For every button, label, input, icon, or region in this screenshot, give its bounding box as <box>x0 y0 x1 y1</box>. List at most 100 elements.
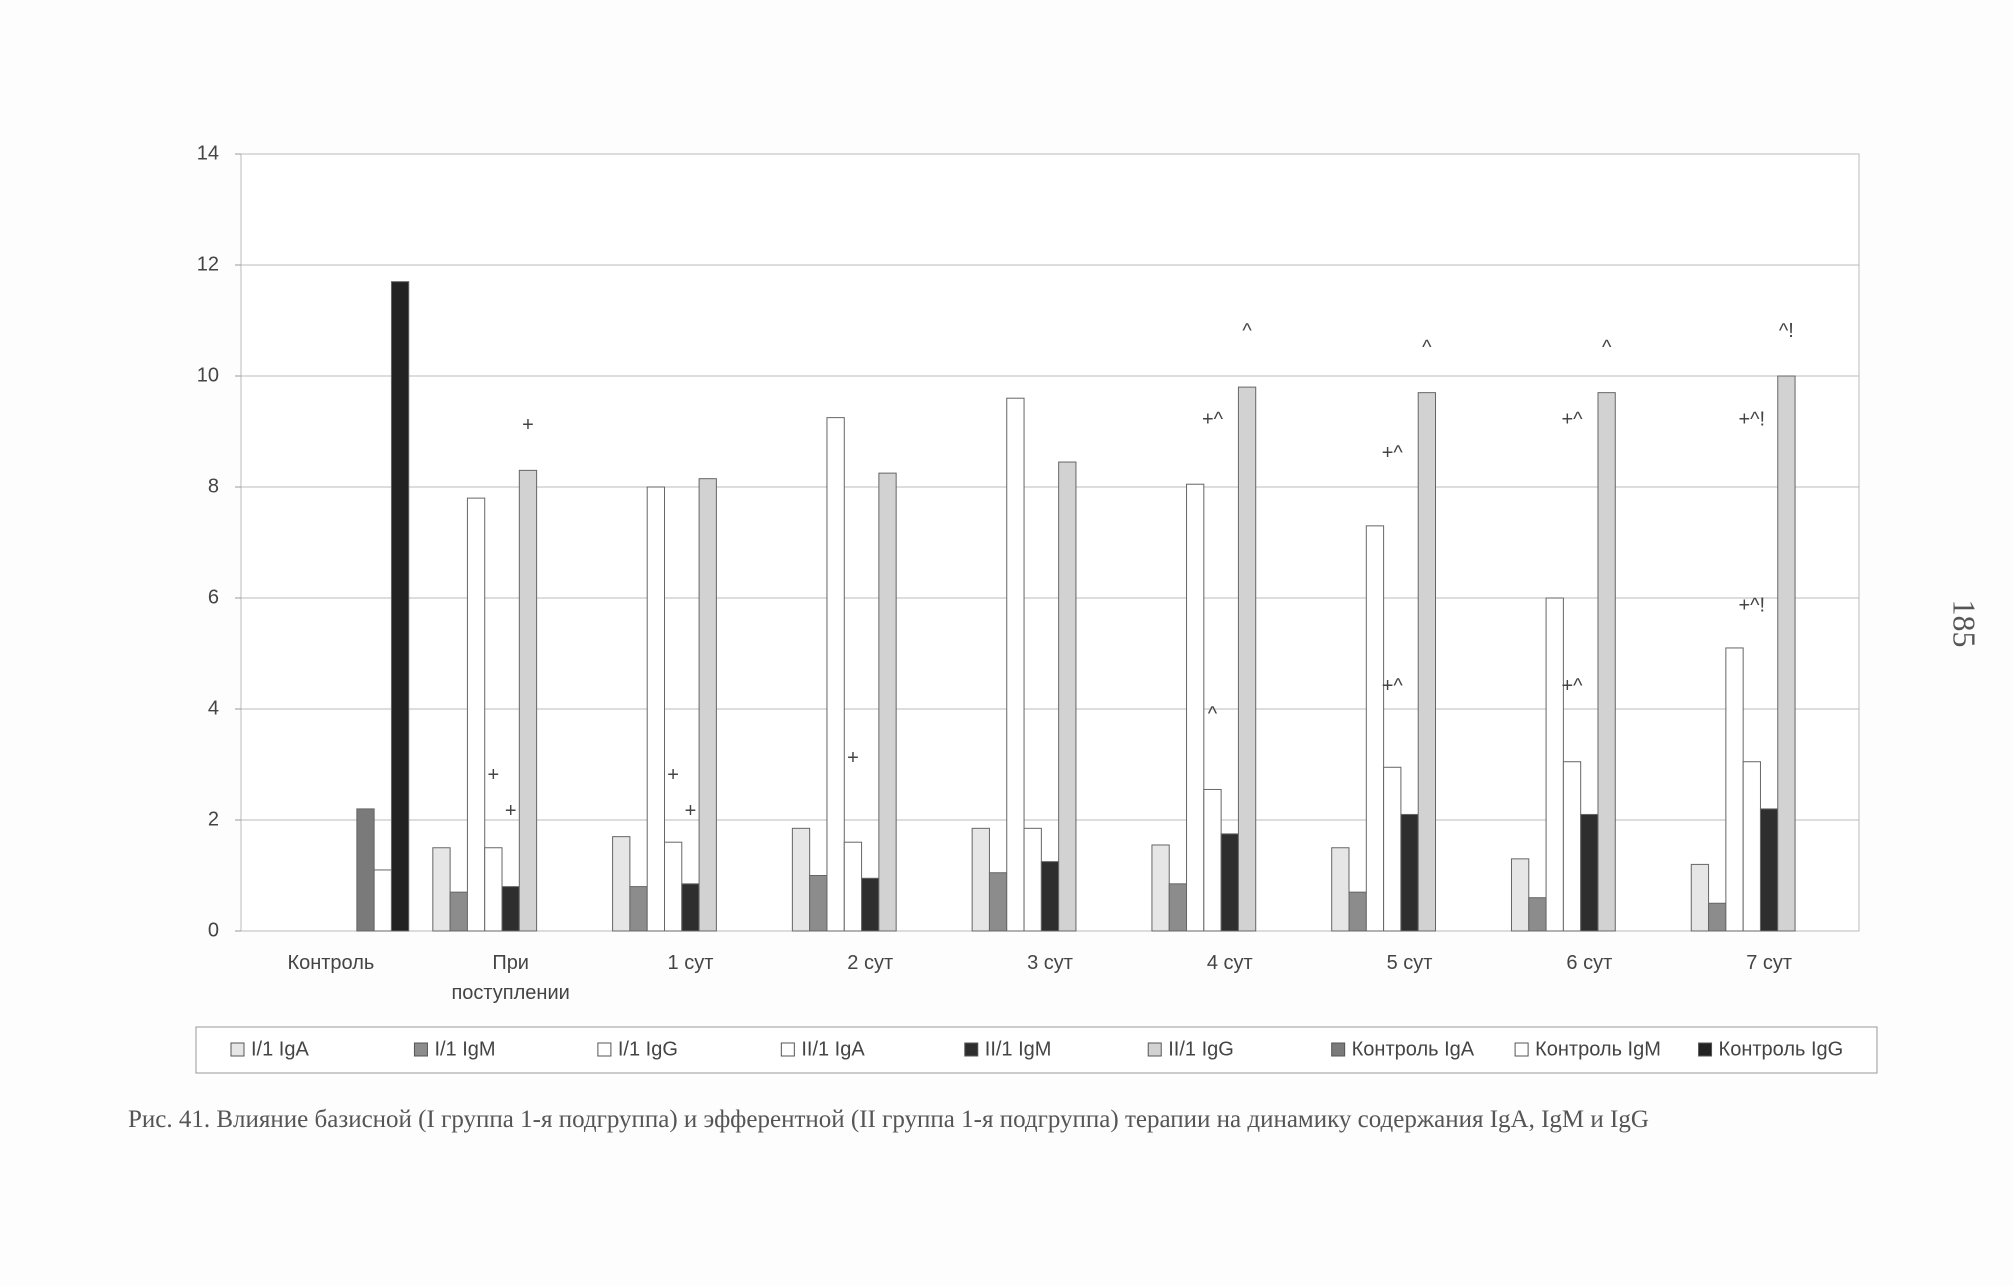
bar <box>1510 858 1530 932</box>
bar <box>1708 902 1727 932</box>
bar <box>681 883 700 932</box>
bar <box>1040 861 1060 932</box>
y-tick-label: 2 <box>208 808 219 830</box>
bar <box>1006 397 1025 932</box>
bar <box>1203 788 1222 932</box>
annotation: +^ <box>1561 675 1583 697</box>
y-tick-label: 8 <box>208 475 219 497</box>
bar <box>629 886 648 932</box>
bar <box>1562 761 1582 932</box>
bar <box>1725 647 1744 932</box>
annotation: + <box>847 747 859 769</box>
bar <box>646 486 665 932</box>
bar <box>1690 863 1710 932</box>
annotation: + <box>685 800 697 822</box>
y-tick-label: 4 <box>208 697 219 719</box>
legend-swatch <box>413 1042 428 1057</box>
legend-label: I/1 IgA <box>251 1038 309 1060</box>
bar <box>826 417 845 932</box>
bar <box>1580 813 1599 932</box>
bar <box>1365 525 1385 932</box>
bar <box>1400 813 1419 932</box>
bar <box>861 877 880 932</box>
legend-label: Контроль IgM <box>1535 1038 1661 1060</box>
x-tick-label: 6 сут <box>1566 952 1613 974</box>
bar <box>809 875 828 932</box>
annotation: ^! <box>1779 320 1794 342</box>
bar <box>698 478 717 932</box>
y-tick-label: 0 <box>208 919 219 941</box>
legend-swatch <box>230 1042 245 1057</box>
bar <box>663 841 683 932</box>
annotation: + <box>522 414 534 436</box>
annotation: +^ <box>1382 675 1404 697</box>
bar <box>1348 891 1367 932</box>
legend-swatch <box>1698 1042 1713 1057</box>
y-tick-label: 12 <box>197 253 219 275</box>
x-tick-label: Контроль <box>287 952 375 974</box>
legend-box <box>195 1026 1878 1074</box>
legend-label: II/1 IgG <box>1168 1038 1234 1060</box>
bar <box>1528 897 1547 932</box>
annotation: + <box>505 800 517 822</box>
legend-label: II/1 IgM <box>985 1038 1052 1060</box>
bar <box>1597 392 1616 932</box>
y-tick-label: 6 <box>208 586 219 608</box>
y-tick-label: 10 <box>197 364 219 386</box>
legend-label: Контроль IgA <box>1352 1038 1475 1060</box>
legend-label: II/1 IgA <box>801 1038 865 1060</box>
annotation: +^ <box>1561 409 1583 431</box>
bar <box>1058 461 1077 932</box>
legend-swatch <box>1331 1042 1346 1057</box>
bar <box>1777 375 1796 932</box>
bar <box>1186 483 1205 932</box>
annotation: ^ <box>1602 337 1612 359</box>
annotation: ^ <box>1242 320 1252 342</box>
bar <box>1237 386 1257 932</box>
x-tick-label: 1 сут <box>667 952 714 974</box>
annotation: ^ <box>1422 337 1432 359</box>
y-tick-label: 14 <box>197 142 219 164</box>
bar <box>390 281 410 932</box>
legend-swatch <box>597 1042 612 1057</box>
bar <box>1383 766 1402 932</box>
bar <box>466 497 486 932</box>
bar <box>1023 827 1042 932</box>
bar <box>791 827 811 932</box>
page-number: 185 <box>1946 599 1983 648</box>
legend-swatch <box>964 1042 979 1057</box>
annotation: +^! <box>1738 595 1765 617</box>
bar <box>1417 392 1437 932</box>
x-tick-label: При поступлении <box>451 952 570 1004</box>
annotation: + <box>488 764 500 786</box>
bar <box>1545 597 1564 932</box>
legend-label: Контроль IgG <box>1719 1038 1844 1060</box>
bar <box>988 872 1008 932</box>
legend-swatch <box>1147 1042 1162 1057</box>
annotation: ^ <box>1208 703 1218 725</box>
bar <box>432 847 451 932</box>
bar <box>1220 833 1239 932</box>
caption: Рис. 41. Влияние базисной (I группа 1-я … <box>128 1106 1649 1133</box>
legend-label: I/1 IgM <box>434 1038 495 1060</box>
bar <box>449 891 468 932</box>
annotation: +^ <box>1202 409 1224 431</box>
annotation: +^ <box>1382 442 1404 464</box>
x-tick-label: 2 сут <box>847 952 894 974</box>
x-tick-label: 3 сут <box>1027 952 1073 974</box>
x-tick-label: 7 сут <box>1746 952 1793 974</box>
annotation: + <box>667 764 679 786</box>
legend-swatch <box>780 1042 795 1057</box>
bar <box>1331 847 1350 932</box>
bar <box>1742 761 1761 932</box>
legend-label: I/1 IgG <box>618 1038 678 1060</box>
legend-swatch <box>1514 1042 1529 1057</box>
bar <box>843 841 863 932</box>
plot-area <box>240 153 1860 932</box>
bar <box>518 469 538 932</box>
bar <box>1168 883 1188 932</box>
bar <box>373 869 392 932</box>
bar <box>1151 844 1170 932</box>
bar <box>484 847 503 932</box>
